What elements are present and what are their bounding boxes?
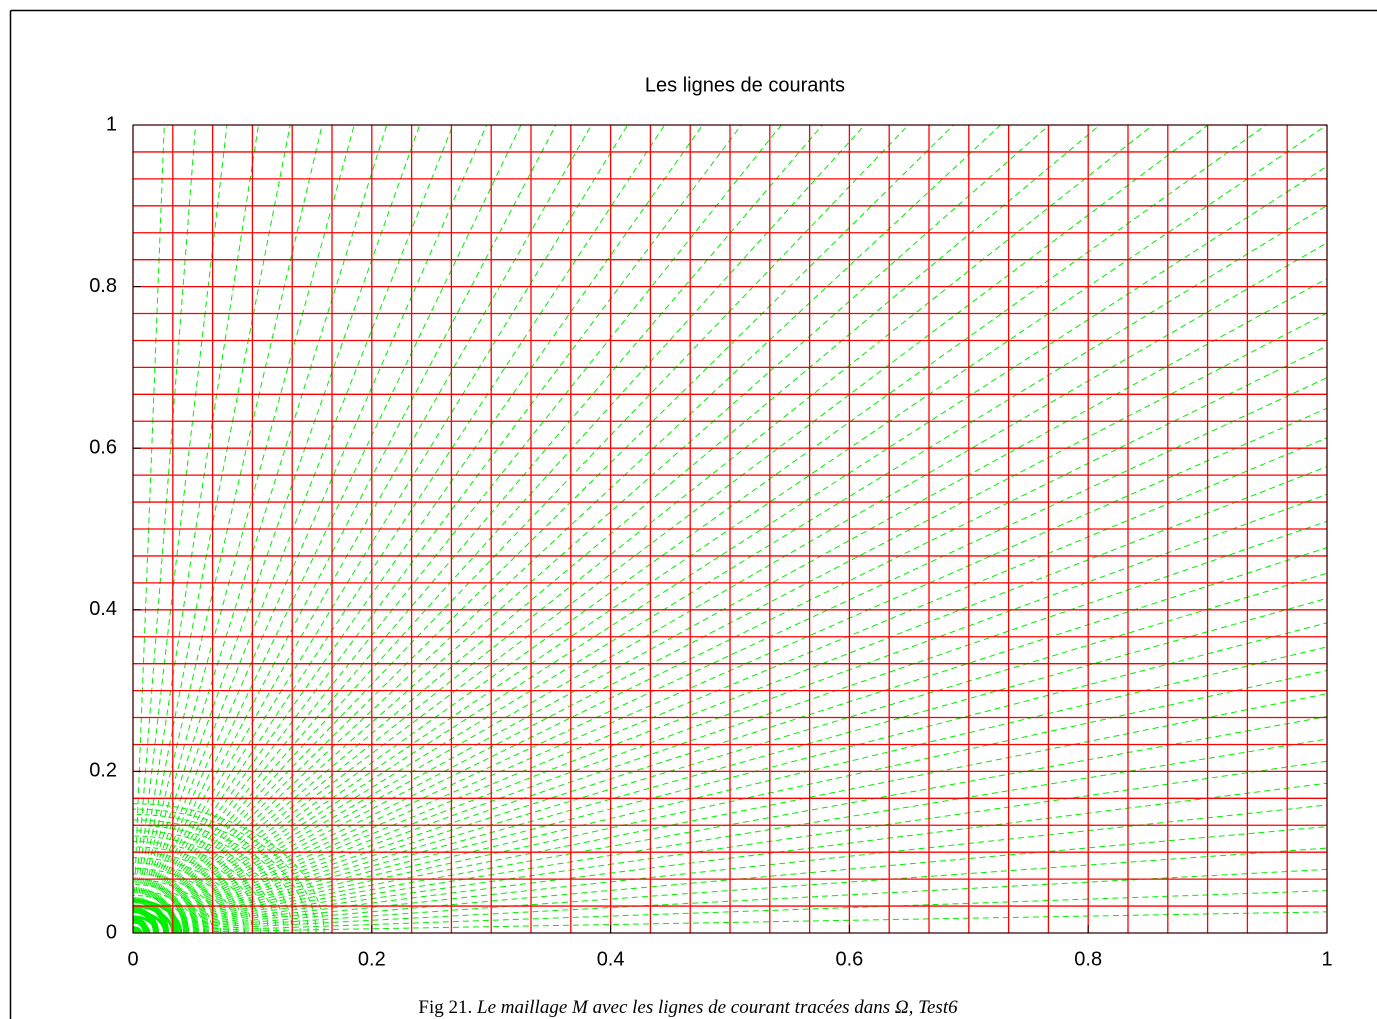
y-tick-label: 1	[106, 113, 117, 135]
stream-arc	[132, 846, 261, 934]
stream-arc	[132, 803, 325, 934]
stream-arc	[132, 915, 159, 934]
stream-arc	[132, 873, 222, 934]
y-tick-label: 0.6	[89, 436, 117, 458]
stream-arc	[132, 813, 309, 934]
x-tick-label: 0.6	[835, 948, 863, 970]
x-tick-label: 0.4	[597, 948, 625, 970]
stream-arc	[132, 824, 293, 934]
stream-arc	[132, 830, 285, 934]
caption-text: Le maillage M avec les lignes de courant…	[476, 997, 958, 1018]
stream-arc	[132, 840, 269, 934]
x-tick-label: 1	[1321, 948, 1332, 970]
stream-arc	[132, 909, 167, 934]
stream-arc	[132, 899, 183, 934]
y-tick-label: 0.8	[89, 275, 117, 297]
stream-arc	[132, 851, 253, 934]
y-tick-label: 0.4	[89, 598, 117, 620]
caption: Fig 21. Le maillage M avec les lignes de…	[418, 997, 958, 1018]
chart-title: Les lignes de courants	[645, 74, 845, 96]
stream-arc	[132, 920, 151, 934]
stream-arc	[132, 835, 277, 934]
x-tick-label: 0.8	[1074, 948, 1102, 970]
stream-arc	[132, 889, 198, 934]
stream-arc	[132, 862, 237, 934]
x-tick-label: 0.2	[358, 948, 386, 970]
x-tick-label: 0	[127, 948, 138, 970]
stream-arc	[132, 884, 206, 934]
stream-arc	[132, 867, 230, 934]
y-tick-label: 0.2	[89, 760, 117, 782]
plot: 0 0.2 0.4 0.6 0.8 1 0 0.2 0.4 0.6 0.8 1	[89, 113, 1332, 970]
y-tick-label: 0	[106, 921, 117, 943]
stream-arc	[132, 819, 301, 934]
stream-arc	[132, 878, 214, 934]
plot-frame	[132, 124, 1328, 934]
caption-label: Fig 21.	[418, 997, 472, 1018]
